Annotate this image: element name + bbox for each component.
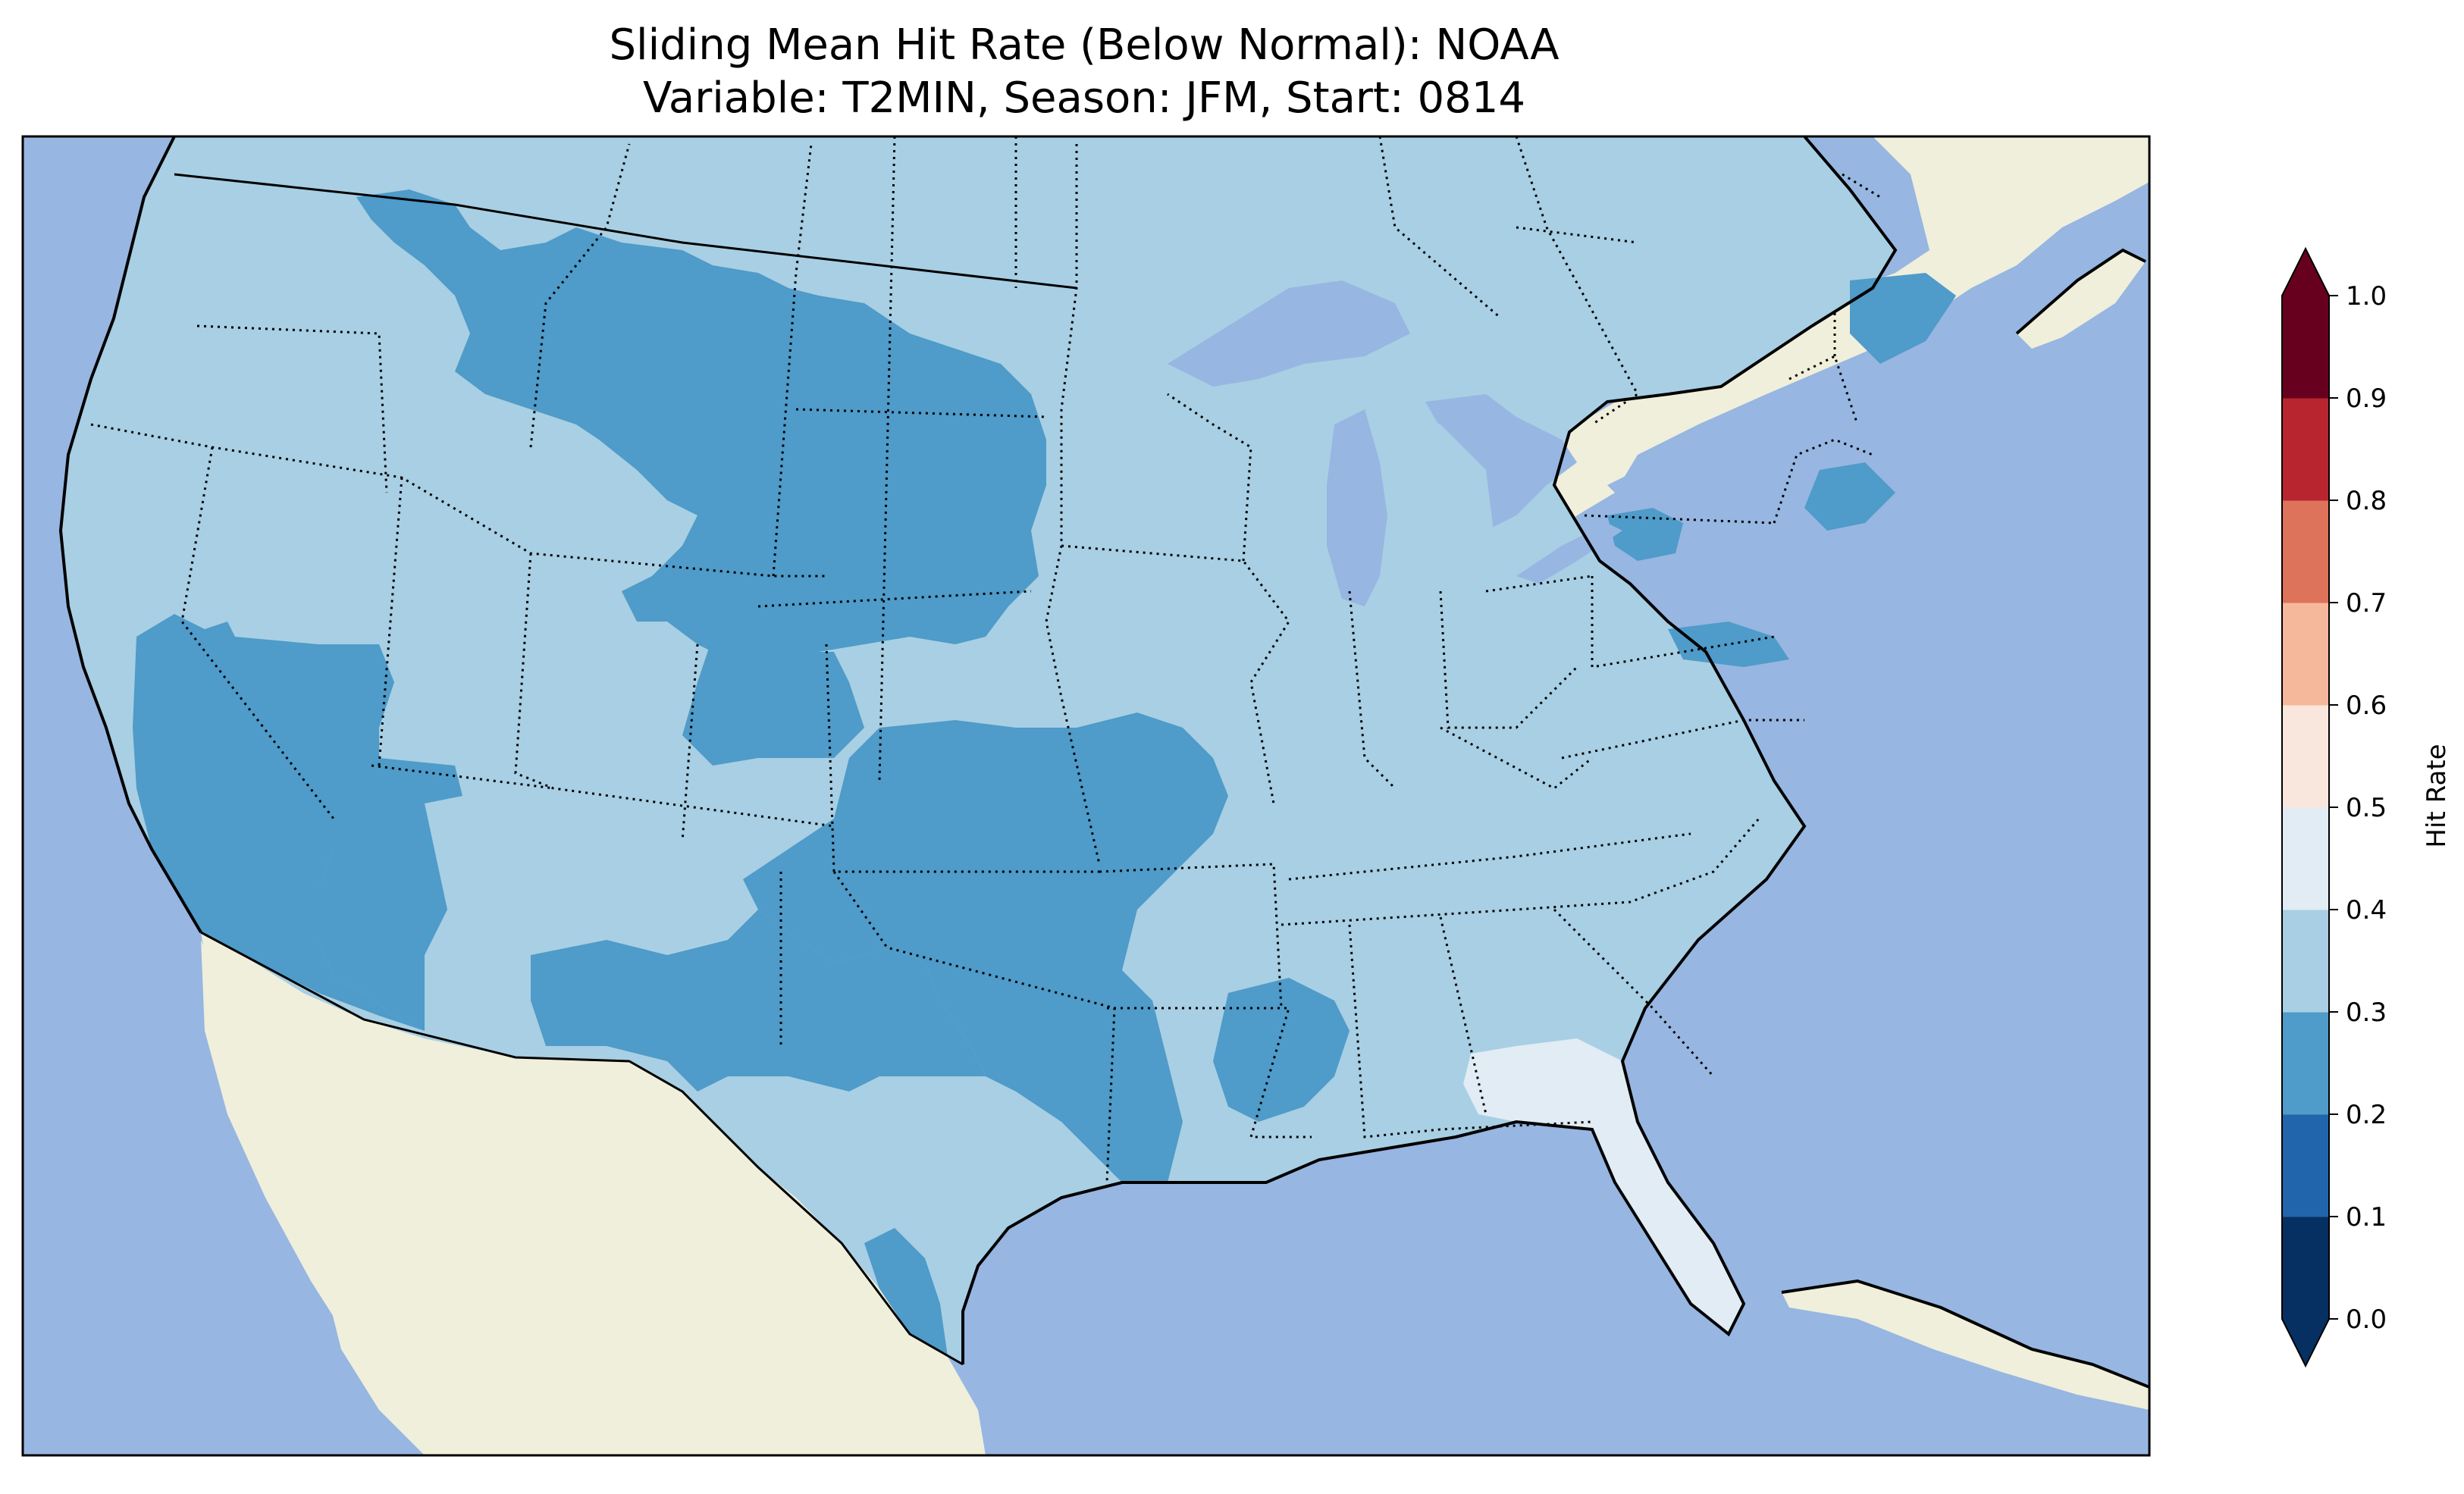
colorbar-bin [2282,1114,2329,1217]
colorbar-tick-label: 0.3 [2346,998,2387,1028]
colorbar-bin [2282,603,2329,706]
colorbar-label: Hit Rate [2422,744,2452,847]
colorbar-tick-label: 0.5 [2346,793,2387,823]
colorbar-tick-label: 0.4 [2346,895,2387,926]
colorbar-tick-label: 0.9 [2346,384,2387,414]
colorbar-bin [2282,1012,2329,1115]
colorbar-bin [2282,500,2329,603]
region-below-0-3 [133,189,1956,1357]
colorbar-tick-label: 0.7 [2346,588,2387,619]
land-canada [152,136,2149,576]
colorbar-tick-label: 0.8 [2346,486,2387,516]
chart-title-line2: Variable: T2MIN, Season: JFM, Start: 081… [642,74,1526,123]
chart-title-line1: Sliding Mean Hit Rate (Below Normal): NO… [609,20,1560,70]
colorbar-tick-label: 0.2 [2346,1100,2387,1130]
colorbar-bin [2282,705,2329,808]
colorbar [2281,246,2330,1368]
land-baja [201,940,432,1433]
colorbar-bin [2282,807,2329,910]
coastline [58,136,2149,1389]
colorbar-bin [2282,296,2329,399]
region-above-0-4 [1463,1038,1744,1334]
michigan-lower [1380,409,1494,599]
country-borders [174,173,1077,1366]
colorbar-bin [2282,398,2329,501]
colorbar-bin [2282,1217,2329,1320]
land-mexico [201,932,986,1455]
colorbar-ticks: 0.0 0.1 0.2 0.3 0.4 0.5 0.6 0.7 0.8 0.9 1.0 [2329,281,2387,1335]
colorbar-tick-label: 0.1 [2346,1202,2387,1232]
colorbar-tick-label: 0.6 [2346,691,2387,721]
colorbar-extend-over [2282,249,2329,296]
map-frame [21,135,2151,1457]
great-lakes [1168,280,1706,606]
colorbar-tick-label: 0.0 [2346,1305,2387,1335]
colorbar-extend-under [2282,1319,2329,1366]
colorbar-bin [2282,910,2329,1013]
state-borders [90,136,1881,1183]
land-nova-scotia [2017,250,2146,349]
colorbar-tick-label: 1.0 [2346,281,2387,312]
land-cuba [1782,1281,2149,1410]
